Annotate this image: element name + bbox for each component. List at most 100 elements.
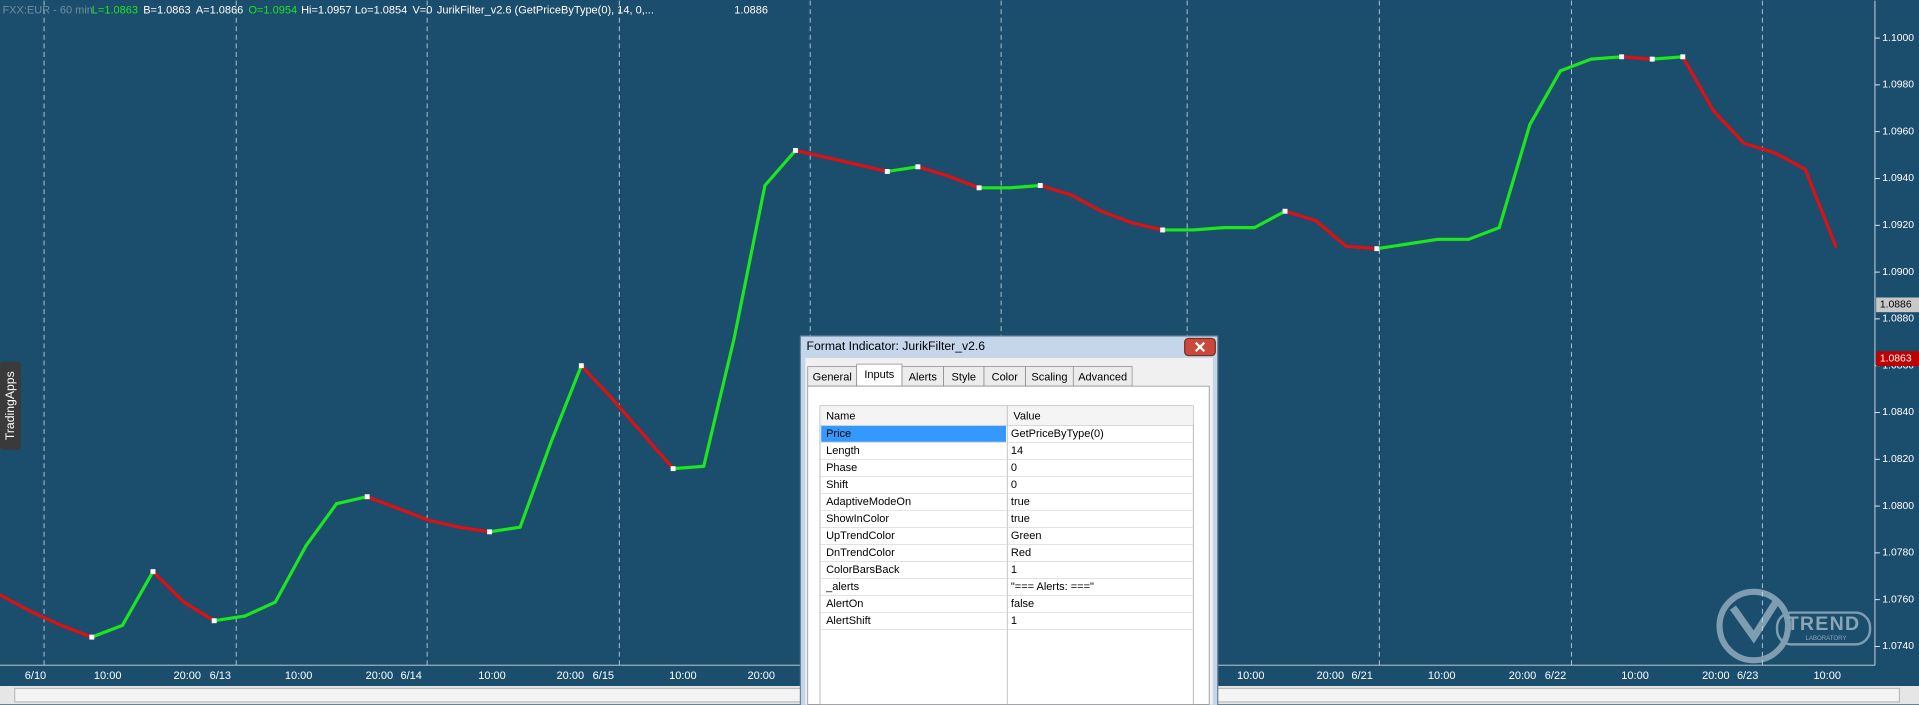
side-tab[interactable]: TradingApps bbox=[0, 361, 21, 450]
x-tick-label: 6/23 bbox=[1737, 670, 1758, 682]
cell-value[interactable]: Red bbox=[1011, 547, 1031, 559]
tab-label[interactable]: Advanced bbox=[1078, 371, 1127, 383]
cell-value[interactable]: 0 bbox=[1011, 462, 1017, 474]
trend-segment bbox=[1130, 221, 1165, 232]
field: B=1.0863 bbox=[143, 4, 190, 16]
price-marker bbox=[1876, 351, 1919, 367]
trend-segment bbox=[1314, 219, 1348, 248]
x-tick-label: 20:00 bbox=[1509, 670, 1537, 682]
y-tick-label: 1.0780 bbox=[1882, 548, 1914, 559]
trend-change-dot bbox=[487, 529, 492, 535]
trend-segment bbox=[1681, 55, 1715, 113]
trend-segment bbox=[1650, 55, 1685, 61]
trend-segment bbox=[702, 336, 736, 468]
cell-name[interactable]: DnTrendColor bbox=[826, 547, 895, 559]
trend-change-dot bbox=[1282, 208, 1288, 214]
trend-segment bbox=[1558, 57, 1593, 73]
trend-segment bbox=[273, 544, 308, 604]
trend-change-dot bbox=[1619, 54, 1625, 60]
trend-segment bbox=[0, 593, 33, 613]
y-tick-label: 1.1000 bbox=[1882, 33, 1914, 44]
trend-segment bbox=[29, 609, 63, 628]
trend-change-dot bbox=[364, 494, 370, 500]
close-button[interactable] bbox=[1184, 337, 1216, 357]
cell-name[interactable]: AlertShift bbox=[826, 615, 871, 627]
trend-change-dot bbox=[211, 618, 217, 624]
close-icon[interactable] bbox=[1194, 341, 1206, 353]
cell-name[interactable]: Shift bbox=[826, 479, 848, 491]
column-header: Name bbox=[826, 411, 855, 423]
y-tick-label: 1.0760 bbox=[1882, 594, 1914, 605]
cell-name[interactable]: ShowInColor bbox=[826, 513, 889, 525]
side-tab-box[interactable] bbox=[0, 361, 21, 450]
field: Hi=1.0957 bbox=[301, 4, 351, 16]
trend-segment bbox=[365, 495, 400, 511]
cell-value[interactable]: true bbox=[1011, 513, 1030, 525]
cell-name[interactable]: Length bbox=[826, 445, 860, 457]
side-tab-label[interactable]: TradingApps bbox=[3, 371, 17, 440]
cell-name[interactable]: AdaptiveModeOn bbox=[826, 496, 911, 508]
trend-segment bbox=[1467, 226, 1501, 241]
x-tick-label: 20:00 bbox=[557, 670, 585, 682]
selected-cell[interactable] bbox=[821, 425, 1007, 442]
cell-value[interactable]: 1 bbox=[1011, 564, 1017, 576]
y-tick-label: 1.0940 bbox=[1882, 173, 1914, 184]
x-tick-label: 20:00 bbox=[1702, 670, 1730, 682]
y-tick-label: 1.0960 bbox=[1882, 126, 1914, 137]
trend-segment bbox=[1283, 209, 1318, 223]
tab-label[interactable]: Inputs bbox=[864, 369, 894, 381]
cell-name[interactable]: UpTrendColor bbox=[826, 530, 895, 542]
trend-change-dot bbox=[793, 147, 798, 153]
trend-segment bbox=[426, 518, 461, 529]
y-tick-label: 1.0840 bbox=[1882, 407, 1914, 418]
cell-name[interactable]: ColorBarsBack bbox=[826, 564, 900, 576]
trend-segment bbox=[732, 183, 767, 340]
logo-ring bbox=[1716, 588, 1792, 664]
x-tick-label: 10:00 bbox=[669, 670, 697, 682]
y-tick-label: 1.0980 bbox=[1882, 80, 1914, 91]
cell-value[interactable]: 1 bbox=[1011, 615, 1017, 627]
cell-name[interactable]: AlertOn bbox=[826, 598, 863, 610]
cell-value[interactable]: false bbox=[1011, 598, 1034, 610]
trend-change-dot bbox=[1374, 246, 1380, 252]
tab-label[interactable]: Alerts bbox=[909, 371, 938, 383]
cell-value[interactable]: "=== Alerts: ===" bbox=[1011, 581, 1094, 593]
last-price: 1.0886 bbox=[734, 4, 768, 16]
cell-value[interactable]: true bbox=[1011, 496, 1030, 508]
cell-value[interactable]: 14 bbox=[1011, 445, 1023, 457]
trend-segment bbox=[90, 623, 124, 639]
dialog-title: Format Indicator: JurikFilter_v2.6 bbox=[807, 339, 986, 353]
y-tick-label: 1.0900 bbox=[1882, 267, 1914, 278]
tab-label[interactable]: Color bbox=[992, 371, 1019, 383]
tab-label[interactable]: General bbox=[813, 371, 852, 383]
dialog: Format Indicator: JurikFilter_v2.6 Gener… bbox=[799, 335, 1219, 705]
y-tick-label: 1.0800 bbox=[1882, 501, 1914, 512]
tab-label[interactable]: Style bbox=[952, 371, 976, 383]
x-tick-label: 6/13 bbox=[210, 670, 231, 682]
trend-change-dot bbox=[150, 569, 156, 575]
cell-value[interactable]: GetPriceByType(0) bbox=[1011, 428, 1104, 440]
cell-name[interactable]: Price bbox=[826, 428, 851, 440]
logo: TREND LABORATORY bbox=[1716, 588, 1872, 664]
cell-name[interactable]: _alerts bbox=[825, 581, 860, 593]
tab-label[interactable]: Scaling bbox=[1031, 371, 1067, 383]
cell-value[interactable]: 0 bbox=[1011, 479, 1017, 491]
trend-segment bbox=[1405, 237, 1440, 246]
trend-change-dot bbox=[976, 185, 982, 191]
trend-change-dot bbox=[670, 466, 676, 472]
cell-value[interactable]: Green bbox=[1011, 530, 1042, 542]
x-tick-label: 10:00 bbox=[478, 670, 506, 682]
x-tick-label: 10:00 bbox=[1237, 670, 1265, 682]
table-frame bbox=[819, 405, 1194, 705]
cell-name[interactable]: Phase bbox=[826, 462, 857, 474]
logo-check bbox=[1729, 598, 1781, 644]
x-tick-label: 10:00 bbox=[94, 670, 122, 682]
trend-segment bbox=[457, 525, 492, 534]
trend-segment bbox=[1099, 209, 1134, 225]
x-tick-label: 20:00 bbox=[366, 670, 394, 682]
tabs: General Inputs Alerts Style Color Scaling Adva… bbox=[807, 363, 1133, 387]
trend-segment bbox=[946, 174, 981, 190]
trend-segment bbox=[916, 165, 951, 178]
x-tick-label: 10:00 bbox=[1813, 670, 1841, 682]
